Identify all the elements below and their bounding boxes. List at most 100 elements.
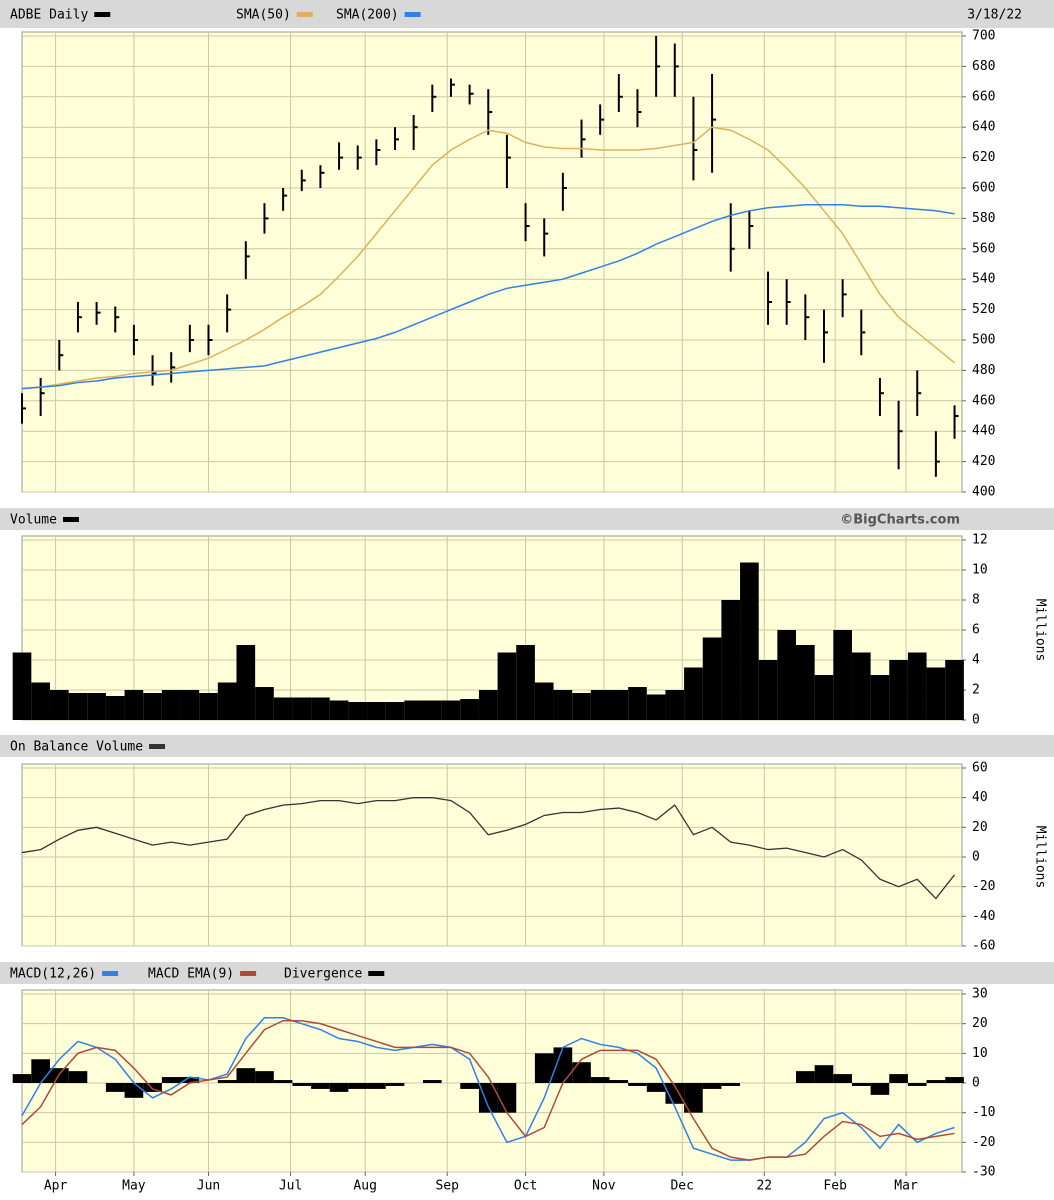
y-tick-label: -20: [972, 879, 995, 894]
volume-bar: [311, 697, 330, 720]
volume-bar: [68, 693, 88, 720]
volume-bar: [180, 690, 200, 720]
x-tick-label: Apr: [44, 1179, 68, 1194]
volume-bar: [758, 660, 778, 720]
y-tick-label: 10: [972, 1046, 988, 1061]
volume-bar: [590, 690, 610, 720]
divergence-bar: [12, 1074, 32, 1083]
legend-label: SMA(50): [236, 8, 291, 23]
volume-bar: [870, 675, 890, 720]
x-tick-label: Mar: [894, 1179, 918, 1194]
date-label: 3/18/22: [967, 8, 1022, 23]
volume-bar: [87, 693, 106, 720]
volume-bar: [460, 699, 479, 720]
divergence-bar: [553, 1047, 573, 1083]
divergence-bar: [217, 1080, 237, 1083]
volume-bar: [199, 693, 218, 720]
divergence-bar: [161, 1077, 181, 1083]
divergence-bar: [422, 1080, 442, 1083]
volume-bar: [273, 697, 293, 720]
panel-header: [0, 508, 1054, 530]
legend-label: MACD EMA(9): [148, 967, 234, 982]
volume-bar: [329, 700, 349, 720]
divergence-bar: [236, 1068, 256, 1083]
divergence-bar: [609, 1080, 629, 1083]
macd-line: [21, 1019, 955, 1161]
x-tick-label: Jun: [197, 1179, 220, 1194]
divergence-bar: [796, 1071, 815, 1083]
divergence-bar: [105, 1083, 125, 1092]
y-axis-label: Millions: [1033, 826, 1048, 889]
y-tick-label: -20: [972, 1135, 995, 1150]
x-tick-label: Jul: [279, 1179, 302, 1194]
panel-header: [0, 735, 1054, 757]
y-tick-label: 0: [972, 1076, 980, 1091]
y-tick-label: 12: [972, 533, 988, 548]
y-tick-label: 60: [972, 761, 988, 776]
y-tick-label: 540: [972, 272, 995, 287]
volume-bar: [367, 702, 386, 720]
divergence-bar: [590, 1077, 610, 1083]
divergence-bar: [385, 1083, 405, 1086]
volume-bar: [721, 600, 741, 720]
y-tick-label: 560: [972, 241, 995, 256]
divergence-bar: [31, 1059, 50, 1083]
volume-bar: [851, 652, 871, 720]
divergence-bar: [628, 1083, 647, 1086]
y-tick-label: 20: [972, 820, 988, 835]
divergence-bar: [572, 1062, 591, 1083]
y-tick-label: 8: [972, 593, 980, 608]
divergence-bar: [926, 1080, 946, 1083]
y-tick-label: 420: [972, 454, 995, 469]
y-tick-label: 400: [972, 485, 995, 500]
divergence-bar: [273, 1080, 293, 1083]
y-tick-label: 500: [972, 333, 995, 348]
y-tick-label: 440: [972, 424, 995, 439]
legend-label: Volume: [10, 513, 57, 528]
volume-bar: [572, 693, 591, 720]
divergence-bar: [684, 1083, 703, 1113]
y-axis-label: Millions: [1033, 599, 1048, 662]
macd-line: [21, 1016, 955, 1161]
divergence-bar: [367, 1083, 386, 1089]
y-tick-label: 600: [972, 181, 995, 196]
y-tick-label: 0: [972, 850, 980, 865]
volume-bar: [702, 637, 722, 720]
volume-bar: [161, 690, 181, 720]
volume-bar: [497, 652, 517, 720]
plot-area: [21, 31, 963, 493]
volume-bar: [777, 630, 797, 720]
legend-swatch: [404, 12, 421, 17]
sma-line: [21, 126, 956, 390]
volume-bar: [404, 700, 423, 720]
x-tick-label: 22: [756, 1179, 772, 1194]
volume-bar: [217, 682, 237, 720]
volume-bar: [945, 660, 964, 720]
volume-bar: [236, 645, 256, 720]
divergence-bar: [833, 1074, 852, 1083]
divergence-bar: [292, 1083, 312, 1086]
y-tick-label: -30: [972, 1165, 995, 1180]
x-tick-label: Nov: [592, 1179, 616, 1194]
y-tick-label: 4: [972, 653, 980, 668]
divergence-bar: [702, 1083, 722, 1089]
legend-swatch: [296, 12, 313, 17]
divergence-bar: [814, 1065, 834, 1083]
y-tick-label: 40: [972, 790, 988, 805]
legend-swatch: [62, 517, 79, 522]
y-tick-label: 580: [972, 211, 995, 226]
y-tick-label: -10: [972, 1105, 995, 1120]
y-tick-label: 20: [972, 1016, 988, 1031]
legend-label: MACD(12,26): [10, 967, 96, 982]
volume-bar: [926, 667, 946, 720]
divergence-bar: [329, 1083, 349, 1092]
volume-bar: [516, 645, 535, 720]
volume-bar: [553, 690, 573, 720]
divergence-bar: [143, 1083, 162, 1092]
x-tick-label: Feb: [823, 1179, 847, 1194]
obv-line: [21, 797, 956, 900]
sma-line: [21, 203, 955, 390]
divergence-bar: [889, 1074, 908, 1083]
volume-bar: [49, 690, 69, 720]
